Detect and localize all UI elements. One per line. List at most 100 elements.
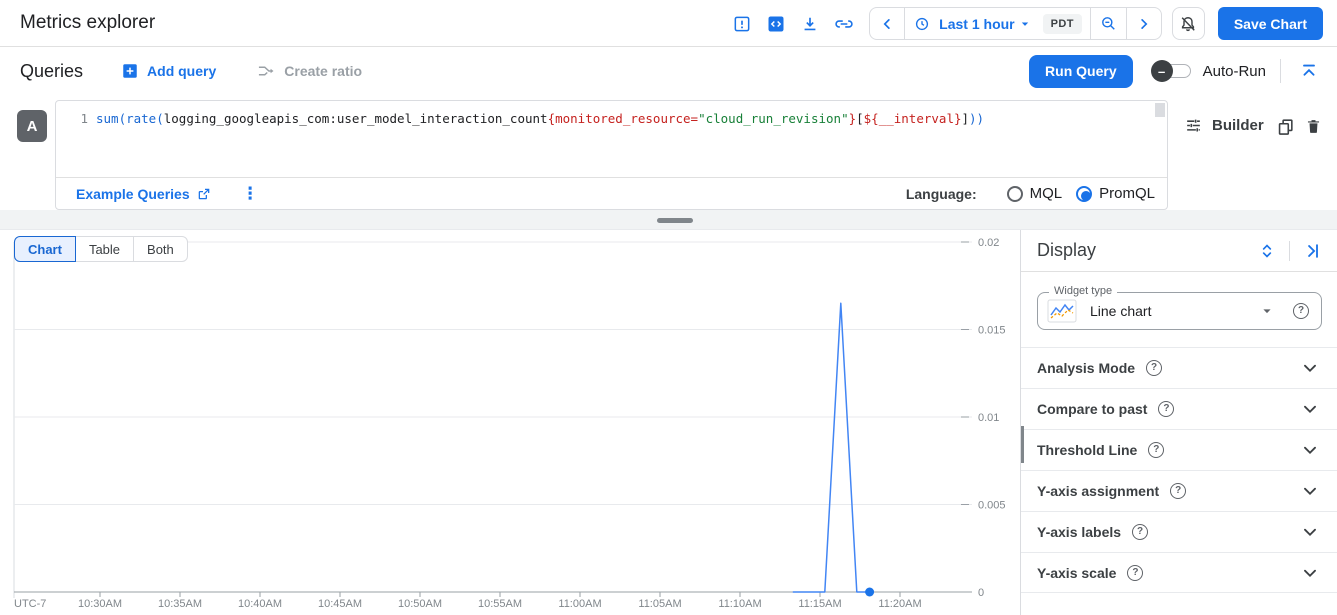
promql-code-editor[interactable]: 1 sum(rate(logging_googleapis_com:user_m… (56, 101, 1167, 179)
more-options-button[interactable]: ⋮ (242, 185, 259, 202)
share-link-button[interactable] (827, 7, 861, 41)
trash-icon (1304, 117, 1323, 136)
copy-icon (1276, 117, 1295, 136)
duplicate-query-button[interactable] (1276, 117, 1295, 136)
time-range-control: Last 1 hour PDT (869, 7, 1162, 40)
top-bar: Metrics explorer Last 1 hour PDT (0, 0, 1337, 47)
divider (1125, 8, 1127, 39)
collapse-panel-button[interactable] (1299, 238, 1325, 264)
more-vert-icon: ⋮ (241, 184, 259, 203)
svg-text:11:00AM: 11:00AM (558, 598, 601, 610)
delete-query-button[interactable] (1304, 117, 1323, 136)
line-chart-icon (1047, 299, 1077, 323)
svg-text:11:10AM: 11:10AM (718, 598, 761, 610)
panel-scrollbar[interactable] (1021, 426, 1024, 463)
help-icon[interactable]: ? (1148, 442, 1165, 458)
tab-both[interactable]: Both (133, 236, 188, 262)
create-ratio-label: Create ratio (284, 63, 363, 79)
embed-code-button[interactable] (759, 7, 793, 41)
svg-text:10:30AM: 10:30AM (78, 598, 122, 610)
expand-all-button[interactable] (1254, 238, 1280, 264)
widget-type-legend: Widget type (1049, 285, 1118, 297)
widget-type-select[interactable]: Widget type Line chart ? (1037, 285, 1322, 330)
help-icon[interactable]: ? (1158, 401, 1175, 417)
help-icon[interactable]: ? (1127, 564, 1144, 581)
svg-text:11:05AM: 11:05AM (638, 598, 681, 610)
run-query-button[interactable]: Run Query (1029, 54, 1133, 88)
time-range-selector[interactable]: Last 1 hour PDT (905, 8, 1090, 39)
tune-icon (1184, 116, 1203, 135)
feedback-button[interactable] (725, 7, 759, 41)
time-forward-button[interactable] (1127, 8, 1161, 39)
svg-text:11:20AM: 11:20AM (878, 598, 921, 610)
builder-label: Builder (1212, 117, 1264, 134)
toggle-knob: – (1150, 60, 1173, 82)
help-icon[interactable]: ? (1132, 524, 1149, 540)
add-query-button[interactable]: Add query (121, 62, 216, 80)
chart-view-tabs: Chart Table Both (14, 236, 188, 262)
collapse-up-icon (1299, 61, 1319, 81)
svg-text:11:15AM: 11:15AM (798, 598, 841, 610)
section-label: Y-axis assignment (1037, 483, 1160, 499)
code-icon (766, 14, 786, 34)
panel-resize-strip (0, 210, 1337, 230)
section-y-axis-assignment[interactable]: Y-axis assignment ? (1021, 470, 1337, 511)
clock-icon (913, 15, 931, 33)
language-selector: Language: MQL PromQL (906, 185, 1155, 202)
download-icon (800, 14, 820, 34)
help-icon[interactable]: ? (1170, 483, 1187, 499)
divider (904, 8, 906, 39)
chevron-down-icon (1299, 521, 1321, 543)
chevron-left-icon (878, 15, 896, 33)
page-title: Metrics explorer (20, 12, 156, 33)
collapse-queries-button[interactable] (1295, 57, 1323, 85)
section-compare-to-past[interactable]: Compare to past ? (1021, 388, 1337, 429)
zoom-out-button[interactable] (1091, 8, 1126, 39)
bell-off-icon (1178, 14, 1198, 34)
save-chart-button[interactable]: Save Chart (1217, 7, 1323, 40)
editor-footer: Example Queries ⋮ Language: MQL PromQL (56, 177, 1167, 209)
example-queries-link[interactable]: Example Queries (76, 186, 212, 202)
download-button[interactable] (793, 7, 827, 41)
section-label: Analysis Mode (1037, 360, 1136, 376)
builder-button[interactable]: Builder (1184, 116, 1264, 135)
divider (1289, 240, 1290, 261)
section-label: Y-axis scale (1037, 564, 1117, 581)
chevron-right-icon (1135, 15, 1153, 33)
unfold-more-icon (1257, 241, 1277, 261)
language-option-promql[interactable]: PromQL (1076, 185, 1155, 202)
help-icon[interactable]: ? (1146, 360, 1163, 376)
tab-chart[interactable]: Chart (14, 236, 76, 262)
queries-bar: Queries Add query Create ratio Run Query… (0, 47, 1337, 95)
language-mql-label: MQL (1029, 185, 1063, 202)
radio-selected-icon (1076, 185, 1093, 202)
time-back-button[interactable] (870, 8, 904, 39)
promql-query-text: sum(rate(logging_googleapis_com:user_mod… (96, 111, 985, 126)
drag-handle[interactable] (657, 218, 693, 223)
chevron-down-icon (1299, 480, 1321, 502)
caret-down-icon (1017, 16, 1033, 32)
svg-text:0.01: 0.01 (978, 412, 999, 424)
section-analysis-mode[interactable]: Analysis Mode ? (1021, 347, 1337, 388)
auto-run-toggle[interactable]: – (1150, 60, 1195, 82)
merge-arrows-icon (256, 61, 276, 81)
svg-text:0.005: 0.005 (978, 500, 1006, 512)
help-icon[interactable]: ? (1293, 303, 1309, 319)
minus-glyph: – (1158, 63, 1166, 79)
tab-table[interactable]: Table (74, 236, 135, 262)
display-panel: Display Widget type Line chart ? Analysi… (1020, 230, 1337, 615)
section-y-axis-scale[interactable]: Y-axis scale ? (1021, 552, 1337, 593)
collapse-right-icon (1302, 241, 1322, 261)
language-option-mql[interactable]: MQL (1006, 185, 1063, 202)
section-y-axis-labels[interactable]: Y-axis labels ? (1021, 511, 1337, 552)
svg-text:10:55AM: 10:55AM (478, 598, 522, 610)
svg-text:10:35AM: 10:35AM (158, 598, 202, 610)
svg-text:0: 0 (978, 587, 984, 599)
editor-scrollbar[interactable] (1155, 103, 1165, 117)
add-box-icon (121, 62, 139, 80)
divider (1089, 8, 1091, 39)
metrics-line-chart[interactable]: 0 0.005 0.01 0.015 0.02 10:30AM 10:35AM 10:40AM… (0, 230, 1020, 615)
alerts-off-button[interactable] (1171, 7, 1205, 40)
divider (1280, 59, 1281, 83)
section-threshold-line[interactable]: Threshold Line ? (1021, 429, 1337, 470)
